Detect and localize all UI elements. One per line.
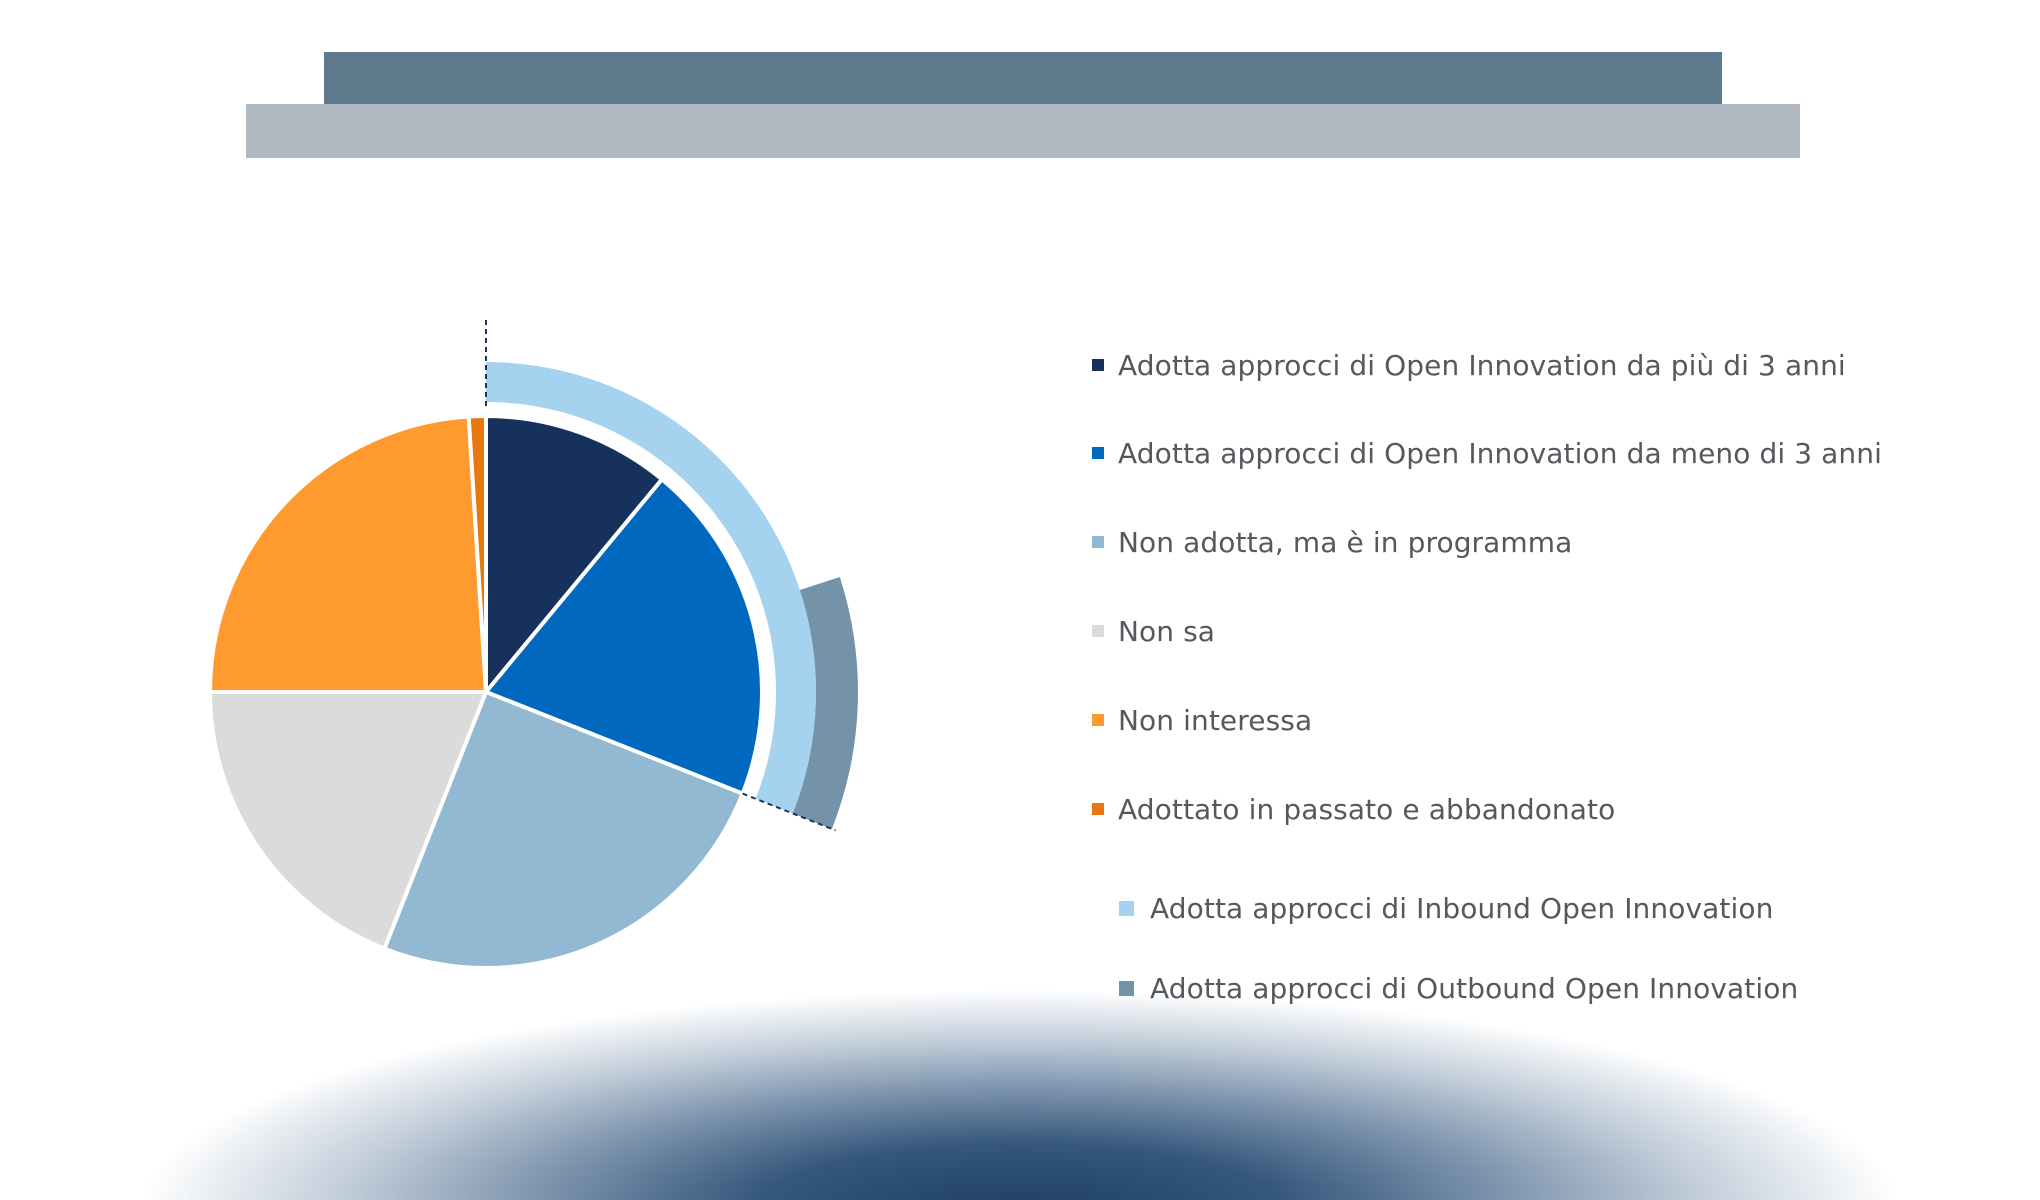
- connector-lines: [485, 320, 836, 832]
- legend-item: Adotta approcci di Outbound Open Innovat…: [1119, 968, 1798, 1008]
- legend-swatch: [1092, 803, 1104, 815]
- pie-slice: [208, 690, 488, 951]
- header-band-bottom: [246, 104, 1800, 158]
- legend-item: Adotta approcci di Open Innovation da me…: [1092, 433, 1882, 473]
- pie-slice: [484, 414, 664, 694]
- legend-label: Adotta approcci di Inbound Open Innovati…: [1150, 891, 1774, 925]
- legend-item: Non interessa: [1092, 700, 1312, 740]
- legend-swatch: [1092, 625, 1104, 637]
- legend-swatch: [1092, 714, 1104, 726]
- legend-swatch: [1119, 980, 1134, 996]
- legend-label: Non adotta, ma è in programma: [1118, 525, 1573, 559]
- connector-line: [742, 792, 836, 832]
- legend-item: Adottato in passato e abbandonato: [1092, 789, 1615, 829]
- legend-swatch: [1092, 536, 1104, 548]
- legend-swatch: [1092, 359, 1104, 371]
- legend-item: Adotta approcci di Open Innovation da pi…: [1092, 345, 1846, 385]
- legend-label: Non sa: [1118, 614, 1216, 648]
- pie-slice: [466, 413, 488, 694]
- header-band-top: [324, 52, 1722, 104]
- outer-arc: [486, 362, 817, 814]
- legend-item: Non adotta, ma è in programma: [1092, 522, 1572, 562]
- outer-arcs: [486, 362, 858, 829]
- legend-label: Adotta approcci di Open Innovation da pi…: [1118, 348, 1846, 382]
- legend-label: Adotta approcci di Outbound Open Innovat…: [1150, 971, 1799, 1005]
- legend-label: Non interessa: [1118, 703, 1313, 737]
- pie-slices: [208, 413, 764, 970]
- pie-slice: [484, 477, 764, 796]
- pie-slice: [208, 414, 488, 694]
- legend-swatch: [1119, 900, 1134, 916]
- legend-item: Non sa: [1092, 611, 1215, 651]
- legend-swatch: [1092, 447, 1104, 459]
- legend-label: Adottato in passato e abbandonato: [1118, 792, 1616, 826]
- legend-label: Adotta approcci di Open Innovation da me…: [1118, 436, 1882, 470]
- legend-item: Adotta approcci di Inbound Open Innovati…: [1119, 888, 1773, 928]
- outer-arc: [792, 577, 858, 829]
- pie-slice: [382, 690, 745, 970]
